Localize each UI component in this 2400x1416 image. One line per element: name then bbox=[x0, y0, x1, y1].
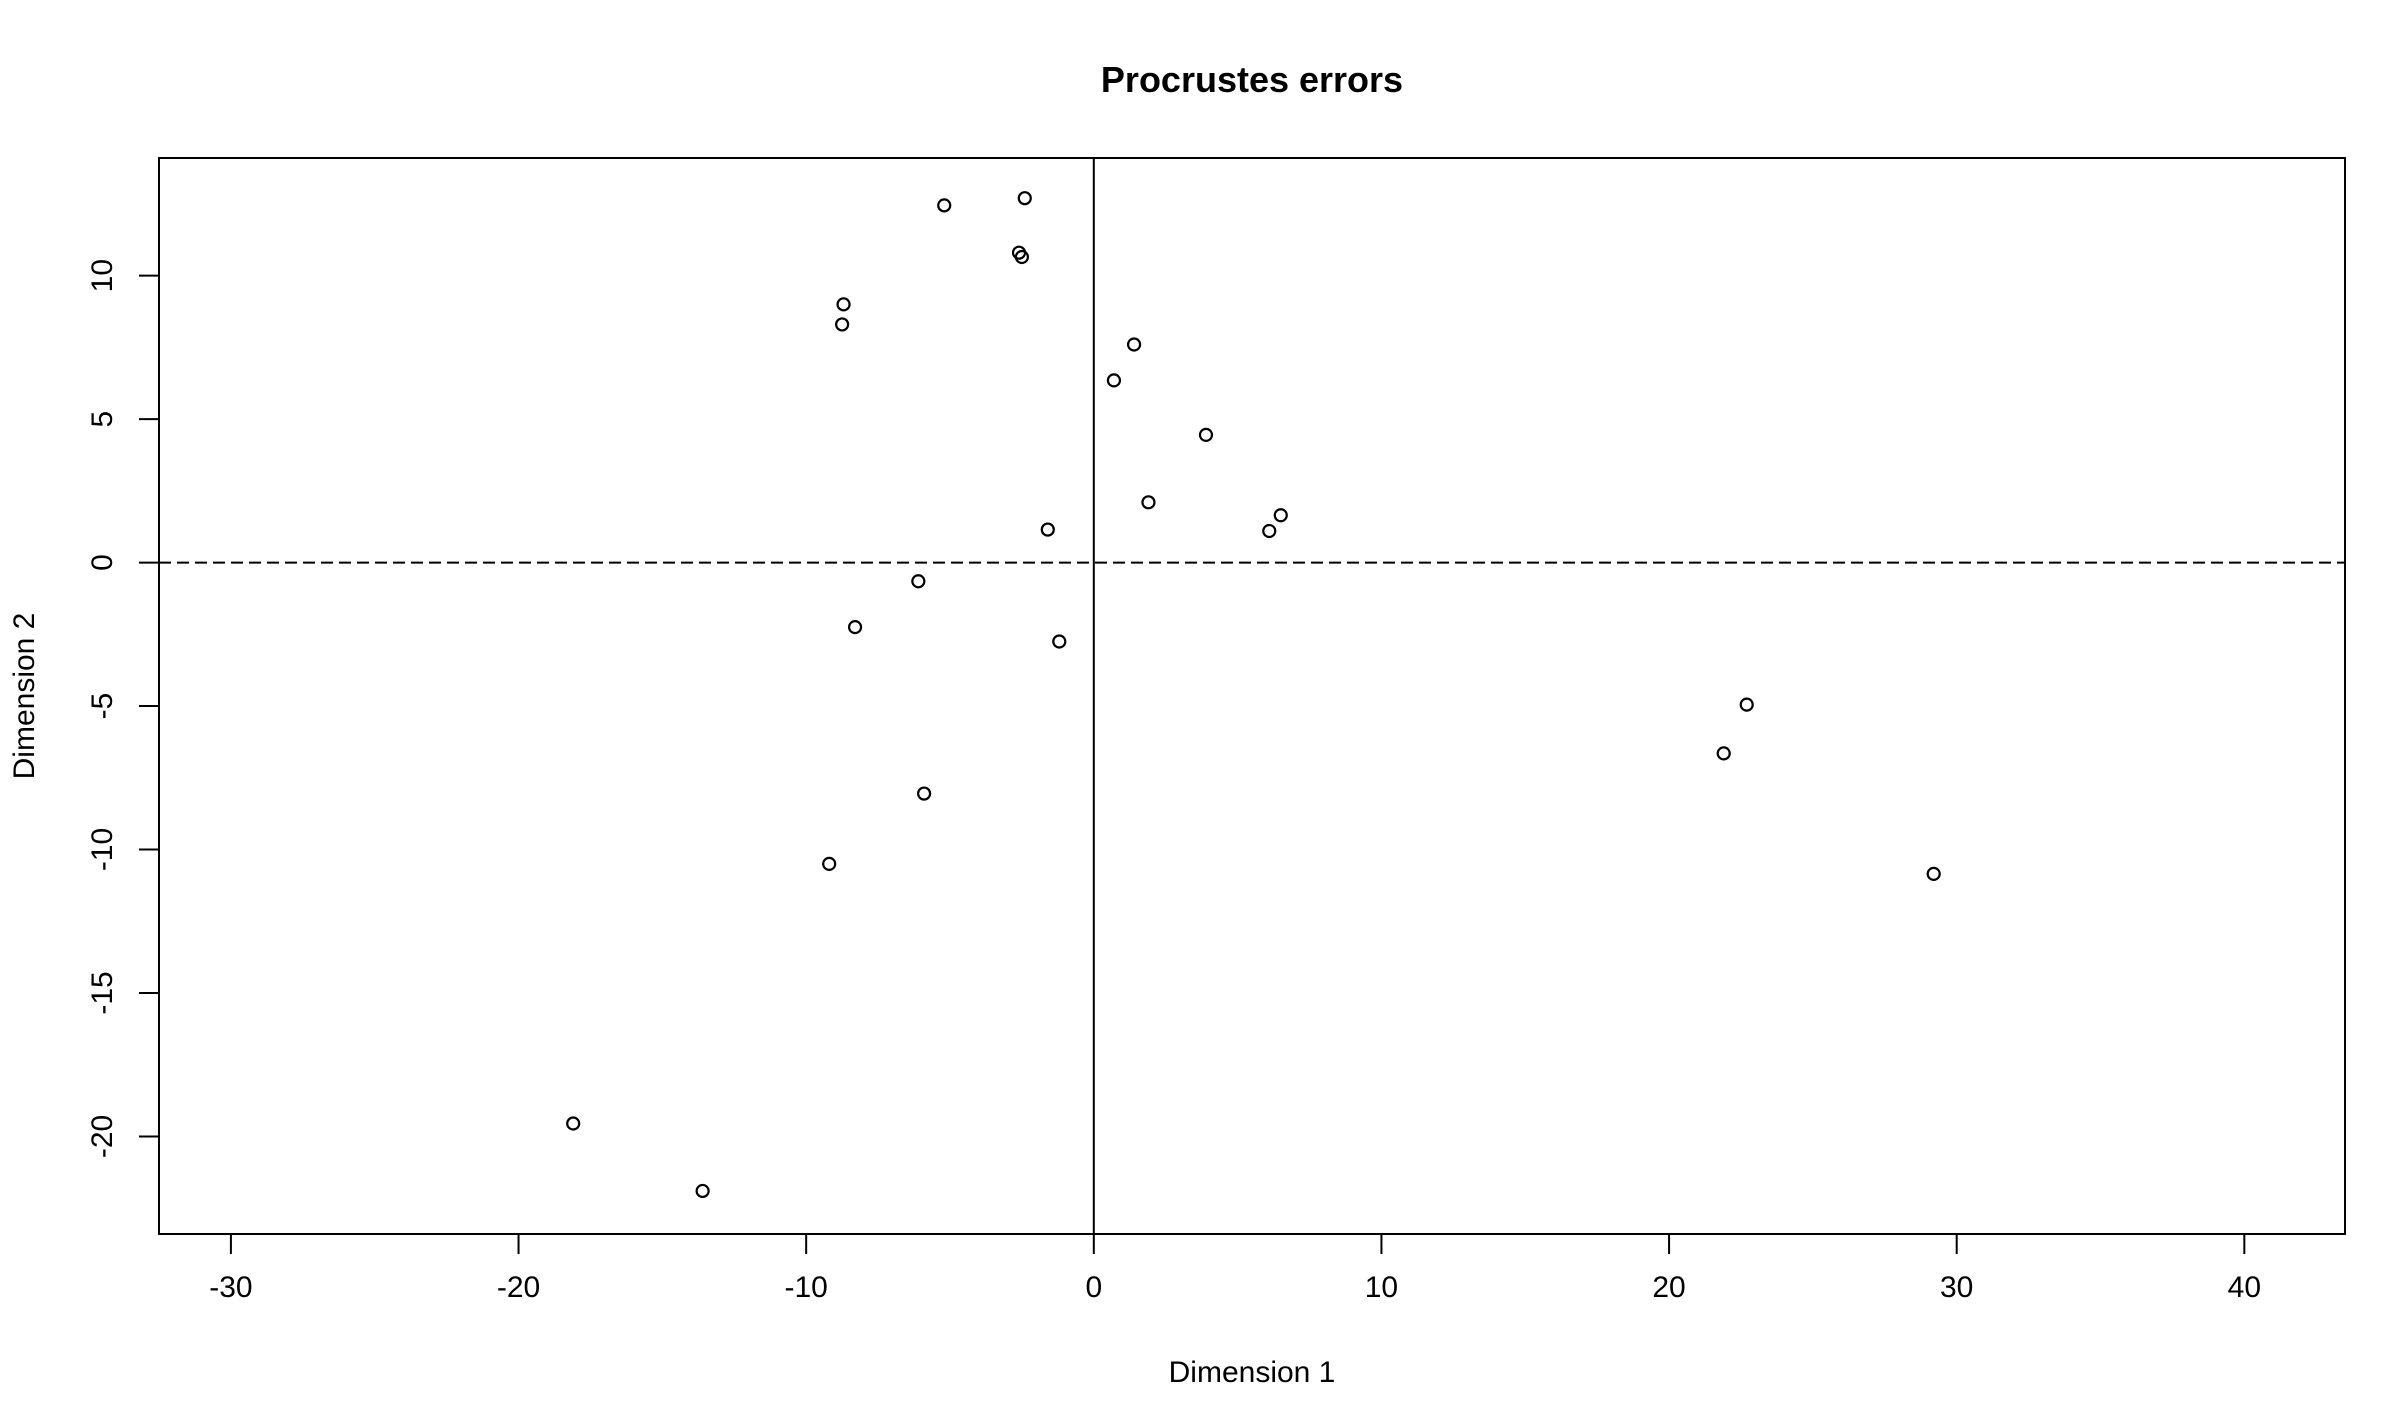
data-point bbox=[1262, 523, 1277, 539]
data-point bbox=[1716, 746, 1731, 761]
data-point bbox=[937, 198, 952, 213]
y-tick-label: 0 bbox=[86, 554, 119, 571]
data-point bbox=[1106, 373, 1122, 388]
x-tick-label: -10 bbox=[784, 1271, 827, 1304]
data-point bbox=[835, 317, 850, 332]
y-tick-label: -10 bbox=[86, 828, 119, 871]
data-point bbox=[1141, 495, 1156, 510]
reference-lines bbox=[159, 158, 2345, 1234]
y-tick-label: 5 bbox=[86, 411, 119, 428]
x-tick-label: 30 bbox=[1940, 1271, 1973, 1304]
x-tick-label: -20 bbox=[497, 1271, 540, 1304]
x-tick-label: 40 bbox=[2228, 1271, 2261, 1304]
data-point bbox=[1273, 508, 1288, 523]
x-tick-label: 0 bbox=[1085, 1271, 1102, 1304]
x-axis-label: Dimension 1 bbox=[1169, 1356, 1336, 1389]
data-point bbox=[822, 856, 837, 871]
y-axis: -20 -15 -10 -5 0 5 10 bbox=[86, 259, 160, 1158]
data-point bbox=[847, 620, 863, 635]
plot-frame bbox=[158, 157, 2346, 1235]
data-point bbox=[1126, 337, 1142, 352]
x-tick-label: 10 bbox=[1365, 1271, 1398, 1304]
data-point bbox=[911, 574, 926, 589]
data-point bbox=[1739, 697, 1754, 712]
data-point bbox=[566, 1116, 581, 1131]
x-tick-label: 20 bbox=[1652, 1271, 1685, 1304]
y-tick-label: -5 bbox=[86, 693, 119, 720]
y-tick-label: 10 bbox=[86, 259, 119, 292]
data-point bbox=[695, 1183, 710, 1199]
x-tick-label: -30 bbox=[209, 1271, 252, 1304]
data-point bbox=[1052, 634, 1067, 649]
data-point bbox=[1014, 249, 1029, 265]
y-tick-label: -15 bbox=[86, 971, 119, 1014]
data-point bbox=[836, 297, 851, 312]
data-point bbox=[916, 786, 932, 801]
chart-title: Procrustes errors bbox=[1101, 59, 1403, 100]
data-points bbox=[566, 191, 1941, 1199]
y-tick-label: -20 bbox=[86, 1115, 119, 1158]
data-point bbox=[1017, 191, 1032, 206]
y-axis-label: Dimension 2 bbox=[8, 613, 41, 780]
x-axis: -30 -20 -10 0 10 20 30 40 bbox=[209, 1233, 2261, 1304]
data-point bbox=[1040, 522, 1055, 537]
data-point bbox=[1198, 427, 1214, 442]
data-point bbox=[1926, 866, 1941, 881]
